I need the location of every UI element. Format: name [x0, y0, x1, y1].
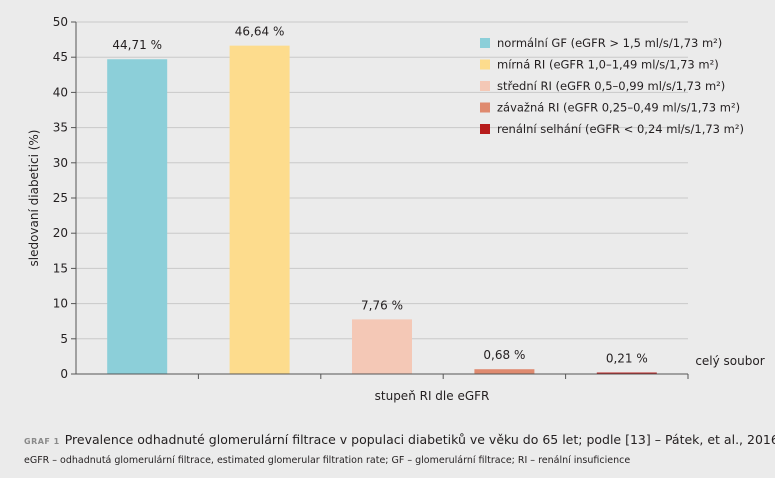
y-tick-labels: 0 5 10 15 20 25 30 35 40 45 50: [53, 15, 68, 381]
y-tick-label: 30: [53, 156, 68, 170]
y-tick-label: 10: [53, 297, 68, 311]
figure-footnote: eGFR – odhadnutá glomerulární filtrace, …: [24, 455, 631, 466]
bar: [352, 319, 412, 374]
bars: [107, 45, 657, 375]
bar-value-label: 0,68 %: [483, 348, 525, 362]
legend-swatch: [480, 59, 490, 70]
bar-value-label: 0,21 %: [606, 352, 648, 366]
y-tick-label: 25: [53, 191, 68, 205]
legend-swatch: [480, 124, 490, 134]
x-axis-label: stupeň RI dle eGFR: [375, 389, 490, 403]
y-tick-label: 35: [53, 121, 68, 135]
y-tick-label: 15: [53, 261, 68, 275]
value-labels: 44,71 % 46,64 % 7,76 % 0,68 % 0,21 %: [112, 25, 647, 366]
legend-entry-label: závažná RI (eGFR 0,25–0,49 ml/s/1,73 m²): [497, 101, 740, 115]
y-tick-label: 20: [53, 226, 68, 240]
legend-swatch: [480, 102, 490, 113]
y-tick-label: 50: [53, 15, 68, 29]
legend-entry-label: mírná RI (eGFR 1,0–1,49 ml/s/1,73 m²): [497, 58, 719, 72]
figure-caption: GRAF 1 Prevalence odhadnuté glomerulární …: [24, 432, 775, 450]
y-tick-label: 40: [53, 85, 68, 99]
legend-swatch: [480, 38, 490, 48]
legend-entry-label: renální selhání (eGFR < 0,24 ml/s/1,73 m…: [497, 122, 744, 136]
legend-entry-label: střední RI (eGFR 0,5–0,99 ml/s/1,73 m²): [497, 79, 725, 93]
bar-value-label: 7,76 %: [361, 298, 403, 312]
bar: [596, 372, 657, 374]
bar: [229, 45, 290, 375]
bar: [107, 59, 168, 374]
legend: normální GF (eGFR > 1,5 ml/s/1,73 m²) mír…: [480, 36, 744, 136]
gridlines: [76, 21, 688, 340]
figure-number: GRAF 1: [24, 437, 60, 446]
legend-swatch: [480, 81, 490, 91]
figure-title: Prevalence odhadnuté glomerulární filtra…: [64, 432, 775, 447]
bar: [474, 369, 535, 374]
bar-value-label: 46,64 %: [235, 25, 285, 39]
y-axis-label: sledovaní diabetici (%): [27, 130, 41, 267]
category-label: celý soubor: [695, 354, 764, 368]
y-tick-label: 45: [53, 50, 68, 64]
prevalence-bar-chart: 0 5 10 15 20 25 30 35 40 45 50 44,71 % 46,64 % 7,76 …: [27, 15, 765, 403]
y-tick-label: 5: [60, 332, 68, 346]
axes: [71, 21, 689, 379]
bar-value-label: 44,71 %: [112, 38, 162, 52]
legend-entry-label: normální GF (eGFR > 1,5 ml/s/1,73 m²): [497, 36, 722, 50]
y-tick-label: 0: [60, 367, 68, 381]
